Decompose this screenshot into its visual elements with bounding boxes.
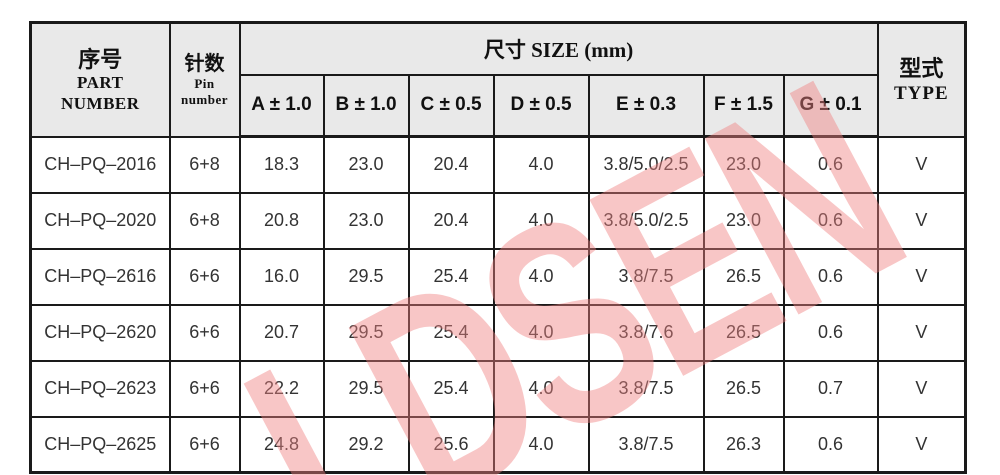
header-type-en: TYPE [893, 82, 949, 104]
cell-pin: 6+6 [168, 247, 241, 306]
cell-dim-g: 0.6 [782, 303, 879, 362]
header-dim-g-label: G ± 0.1 [799, 94, 862, 116]
table-row: CH–PQ–2623 6+6 22.2 29.5 25.4 4.0 3.8/7.… [29, 359, 967, 418]
cell-type: V [876, 247, 967, 306]
cell-dim-e: 3.8/7.6 [587, 303, 705, 362]
cell-dim-b: 29.5 [322, 247, 410, 306]
cell-pin: 6+8 [168, 135, 241, 194]
cell-dim-e: 3.8/7.5 [587, 415, 705, 474]
header-dim-f-label: F ± 1.5 [713, 94, 773, 116]
header-part-number: 序号 PART NUMBER [29, 21, 171, 138]
cell-dim-f: 23.0 [702, 135, 785, 194]
table-row: CH–PQ–2020 6+8 20.8 23.0 20.4 4.0 3.8/5.… [29, 191, 967, 250]
cell-dim-b: 29.5 [322, 359, 410, 418]
cell-part-number: CH–PQ–2623 [29, 359, 171, 418]
header-type-zh: 型式 [899, 56, 944, 81]
cell-dim-e: 3.8/5.0/2.5 [587, 191, 705, 250]
header-dim-a-label: A ± 1.0 [251, 94, 312, 116]
header-dim-b-label: B ± 1.0 [335, 94, 397, 116]
cell-dim-e: 3.8/7.5 [587, 247, 705, 306]
cell-dim-e: 3.8/5.0/2.5 [587, 135, 705, 194]
cell-dim-c: 20.4 [407, 135, 495, 194]
cell-dim-a: 18.3 [238, 135, 325, 194]
header-pin-number-zh: 针数 [184, 52, 225, 75]
spec-table: 序号 PART NUMBER 针数 Pin number 尺寸 SIZE (mm… [29, 21, 968, 474]
cell-dim-a: 16.0 [238, 247, 325, 306]
cell-dim-g: 0.6 [782, 247, 879, 306]
cell-pin: 6+6 [168, 359, 241, 418]
cell-dim-d: 4.0 [492, 191, 590, 250]
cell-dim-a: 24.8 [238, 415, 325, 474]
cell-dim-f: 26.5 [702, 359, 785, 418]
cell-dim-f: 26.5 [702, 247, 785, 306]
header-dim-b: B ± 1.0 [322, 73, 410, 138]
cell-type: V [876, 191, 967, 250]
header-type: 型式 TYPE [876, 21, 967, 138]
cell-part-number: CH–PQ–2620 [29, 303, 171, 362]
header-part-number-en-line1: PART [77, 73, 124, 93]
cell-dim-g: 0.6 [782, 191, 879, 250]
cell-dim-a: 22.2 [238, 359, 325, 418]
cell-dim-b: 29.5 [322, 303, 410, 362]
table-row: CH–PQ–2620 6+6 20.7 29.5 25.4 4.0 3.8/7.… [29, 303, 967, 362]
cell-dim-d: 4.0 [492, 303, 590, 362]
cell-type: V [876, 359, 967, 418]
cell-dim-a: 20.7 [238, 303, 325, 362]
cell-dim-c: 25.4 [407, 247, 495, 306]
cell-type: V [876, 303, 967, 362]
cell-pin: 6+6 [168, 303, 241, 362]
cell-dim-f: 23.0 [702, 191, 785, 250]
cell-dim-b: 23.0 [322, 191, 410, 250]
table-row: CH–PQ–2616 6+6 16.0 29.5 25.4 4.0 3.8/7.… [29, 247, 967, 306]
header-dim-e-label: E ± 0.3 [615, 94, 677, 116]
header-part-number-en-line2: NUMBER [60, 93, 140, 113]
cell-dim-d: 4.0 [492, 359, 590, 418]
header-dim-d: D ± 0.5 [492, 73, 590, 138]
cell-dim-b: 23.0 [322, 135, 410, 194]
table-row: CH–PQ–2625 6+6 24.8 29.2 25.6 4.0 3.8/7.… [29, 415, 967, 474]
cell-part-number: CH–PQ–2016 [29, 135, 171, 194]
header-size-group: 尺寸 SIZE (mm) [238, 21, 879, 76]
cell-dim-d: 4.0 [492, 415, 590, 474]
cell-dim-d: 4.0 [492, 135, 590, 194]
header-size-label: 尺寸 SIZE (mm) [483, 37, 634, 62]
header-pin-number-en-line1: Pin [194, 75, 215, 91]
cell-dim-c: 25.6 [407, 415, 495, 474]
cell-part-number: CH–PQ–2616 [29, 247, 171, 306]
header-dim-f: F ± 1.5 [702, 73, 785, 138]
cell-dim-f: 26.5 [702, 303, 785, 362]
header-dim-c: C ± 0.5 [407, 73, 495, 138]
header-part-number-zh: 序号 [78, 46, 123, 72]
cell-dim-g: 0.6 [782, 415, 879, 474]
header-pin-number-en-line2: number [180, 91, 229, 107]
cell-dim-f: 26.3 [702, 415, 785, 474]
cell-dim-g: 0.7 [782, 359, 879, 418]
table-row: CH–PQ–2016 6+8 18.3 23.0 20.4 4.0 3.8/5.… [29, 135, 967, 194]
cell-part-number: CH–PQ–2625 [29, 415, 171, 474]
cell-dim-c: 20.4 [407, 191, 495, 250]
cell-dim-c: 25.4 [407, 359, 495, 418]
cell-type: V [876, 415, 967, 474]
cell-dim-d: 4.0 [492, 247, 590, 306]
cell-pin: 6+8 [168, 191, 241, 250]
cell-dim-c: 25.4 [407, 303, 495, 362]
cell-part-number: CH–PQ–2020 [29, 191, 171, 250]
header-dim-g: G ± 0.1 [782, 73, 879, 138]
header-dim-d-label: D ± 0.5 [510, 94, 572, 116]
header-dim-e: E ± 0.3 [587, 73, 705, 138]
header-dim-c-label: C ± 0.5 [420, 94, 482, 116]
cell-dim-e: 3.8/7.5 [587, 359, 705, 418]
header-dim-a: A ± 1.0 [238, 73, 325, 138]
cell-dim-a: 20.8 [238, 191, 325, 250]
header-pin-number: 针数 Pin number [168, 21, 241, 138]
cell-pin: 6+6 [168, 415, 241, 474]
cell-type: V [876, 135, 967, 194]
cell-dim-g: 0.6 [782, 135, 879, 194]
cell-dim-b: 29.2 [322, 415, 410, 474]
